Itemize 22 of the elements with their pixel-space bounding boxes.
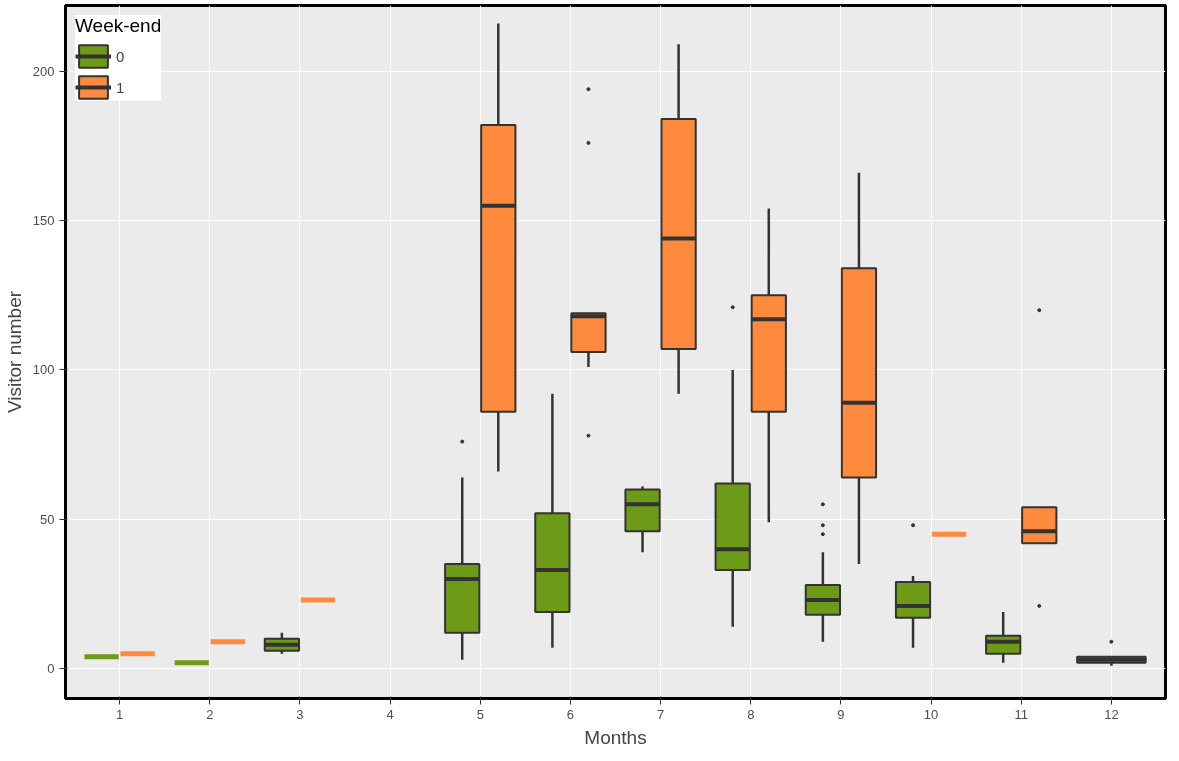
legend-label: 1	[116, 78, 126, 96]
y-tick-label: 0	[47, 661, 55, 677]
x-tick-label: 2	[206, 706, 214, 722]
legend-title: Week-end	[75, 15, 162, 37]
x-axis-title: Months	[584, 726, 647, 748]
y-tick-label: 150	[32, 213, 55, 229]
x-tick-label: 4	[386, 706, 394, 722]
y-axis-title: Visitor number	[3, 290, 25, 414]
x-tick-label: 10	[923, 706, 939, 722]
x-tick-label: 9	[837, 706, 845, 722]
x-tick-label: 6	[566, 706, 575, 722]
x-tick-label: 12	[1104, 706, 1119, 722]
x-tick-label: 1	[115, 706, 124, 722]
x-tick-label: 5	[476, 706, 484, 722]
x-tick-label: 8	[747, 706, 755, 722]
x-tick-label: 7	[656, 706, 665, 722]
legend-label: 0	[116, 47, 126, 65]
y-tick-label: 200	[32, 63, 55, 79]
x-tick-label: 11	[1014, 706, 1028, 722]
y-tick-label: 100	[32, 362, 55, 378]
y-tick-label: 50	[40, 511, 55, 527]
x-tick-label: 3	[296, 706, 304, 722]
